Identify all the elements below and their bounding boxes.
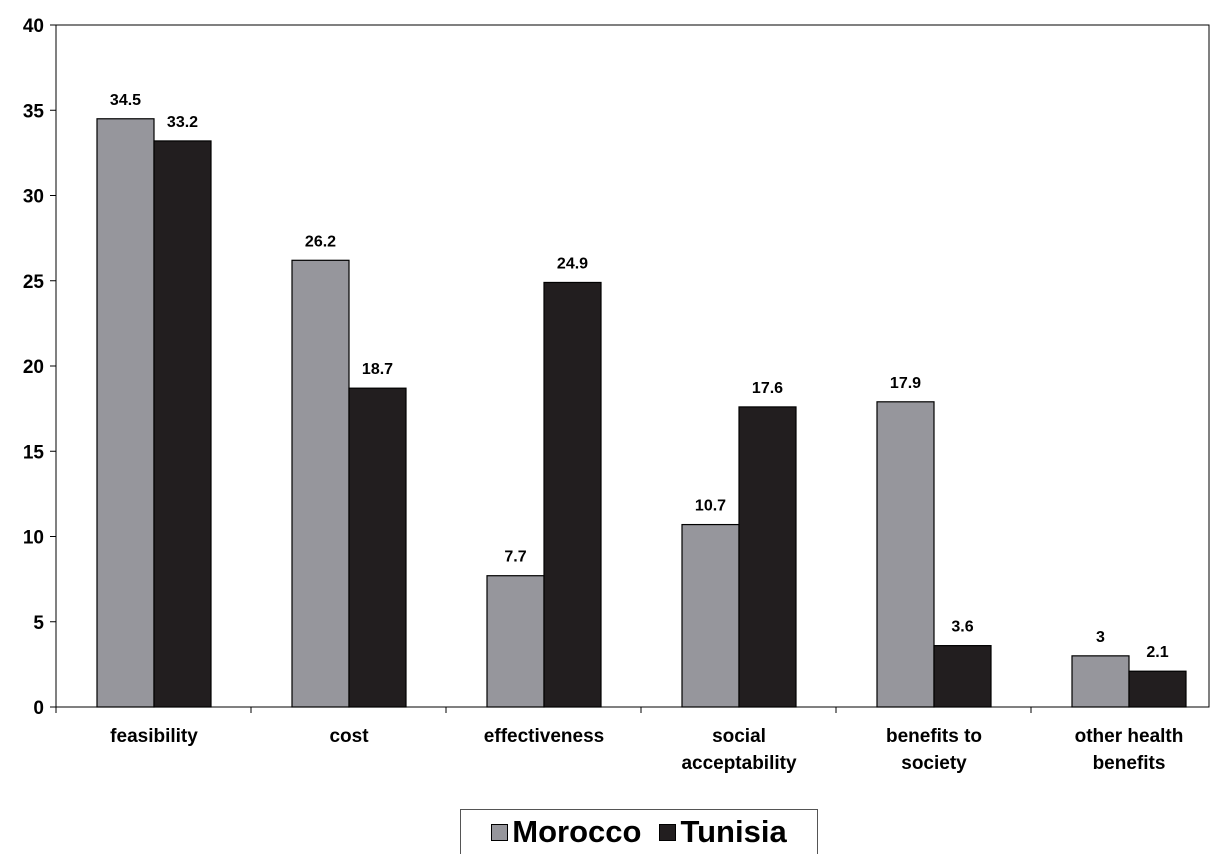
data-label-tunisia-3: 17.6 (752, 380, 783, 397)
data-label-morocco-3: 10.7 (695, 498, 726, 515)
y-tick-label: 5 (33, 613, 44, 634)
data-label-tunisia-2: 24.9 (557, 255, 588, 272)
y-tick-label: 15 (23, 442, 45, 463)
bar-morocco-3 (682, 525, 739, 707)
y-tick-label: 40 (23, 16, 44, 37)
y-tick-label: 30 (23, 187, 44, 208)
y-tick-label: 35 (23, 101, 45, 122)
legend-label-morocco: Morocco (512, 814, 641, 850)
legend-swatch-morocco (491, 824, 508, 841)
x-tick-label: social (712, 726, 766, 747)
bar-morocco-4 (877, 402, 934, 707)
x-tick-label: society (901, 753, 967, 774)
bar-tunisia-5 (1129, 671, 1186, 707)
legend-label-tunisia: Tunisia (680, 814, 786, 850)
data-label-morocco-1: 26.2 (305, 233, 336, 250)
legend-swatch-tunisia (659, 824, 676, 841)
y-tick-label: 20 (23, 357, 44, 378)
data-label-tunisia-1: 18.7 (362, 361, 393, 378)
x-tick-label: effectiveness (484, 726, 604, 747)
x-tick-label: cost (329, 726, 369, 747)
legend: Morocco Tunisia (460, 809, 818, 854)
x-tick-label: acceptability (681, 753, 797, 774)
x-tick-label: other health (1075, 726, 1184, 747)
bar-tunisia-3 (739, 407, 796, 707)
bar-tunisia-0 (154, 141, 211, 707)
y-tick-label: 25 (23, 272, 45, 293)
bar-tunisia-4 (934, 646, 991, 707)
bar-morocco-2 (487, 576, 544, 707)
bar-tunisia-1 (349, 388, 406, 707)
y-tick-label: 0 (33, 698, 44, 719)
bar-morocco-1 (292, 260, 349, 707)
plot-frame (56, 25, 1209, 707)
legend-item-tunisia: Tunisia (659, 814, 786, 850)
bar-morocco-0 (97, 119, 154, 707)
data-label-morocco-4: 17.9 (890, 375, 921, 392)
data-label-tunisia-0: 33.2 (167, 114, 198, 131)
x-tick-label: benefits to (886, 726, 982, 747)
data-label-tunisia-4: 3.6 (951, 619, 973, 636)
data-label-morocco-0: 34.5 (110, 92, 141, 109)
x-tick-label: benefits (1093, 753, 1166, 774)
data-label-tunisia-5: 2.1 (1146, 644, 1168, 661)
bar-tunisia-2 (544, 282, 601, 707)
legend-item-morocco: Morocco (491, 814, 641, 850)
data-label-morocco-2: 7.7 (504, 549, 526, 566)
x-tick-label: feasibility (110, 726, 198, 747)
data-label-morocco-5: 3 (1096, 629, 1105, 646)
y-tick-label: 10 (23, 528, 44, 549)
bar-morocco-5 (1072, 656, 1129, 707)
